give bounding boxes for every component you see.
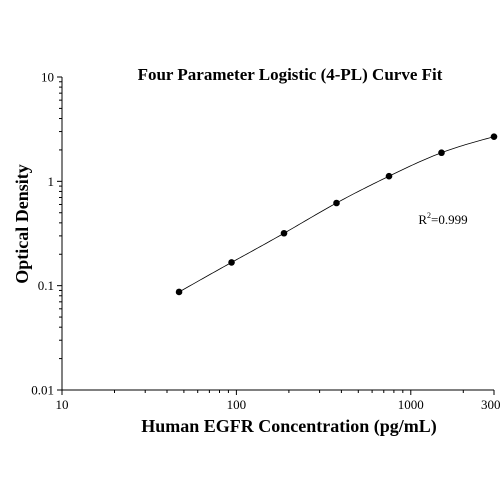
r-squared-sup: 2 <box>427 211 431 220</box>
chart-title: Four Parameter Logistic (4-PL) Curve Fit <box>138 65 443 84</box>
axes <box>61 77 494 391</box>
y-axis-label: Optical Density <box>12 164 32 284</box>
y-tick-label: 0.01 <box>31 383 54 398</box>
data-point <box>333 199 340 207</box>
y-tick-label: 10 <box>41 70 54 85</box>
data-point <box>175 288 183 296</box>
x-tick-label: 10 <box>56 397 69 412</box>
r-squared-value: =0.999 <box>431 212 468 227</box>
r-squared-annotation: R2=0.999 <box>418 211 467 227</box>
y-tick-label: 0.1 <box>38 278 54 293</box>
data-point <box>490 133 498 140</box>
data-point <box>280 229 288 237</box>
x-axis-label: Human EGFR Concentration (pg/mL) <box>141 416 437 437</box>
data-points <box>175 133 498 296</box>
x-tick-label: 1000 <box>398 397 424 412</box>
data-point <box>438 149 445 157</box>
x-tick-label: 100 <box>227 397 247 412</box>
r-squared-prefix: R <box>418 212 427 227</box>
y-tick-label: 1 <box>48 174 55 189</box>
data-point <box>385 172 393 180</box>
data-point <box>228 259 235 266</box>
